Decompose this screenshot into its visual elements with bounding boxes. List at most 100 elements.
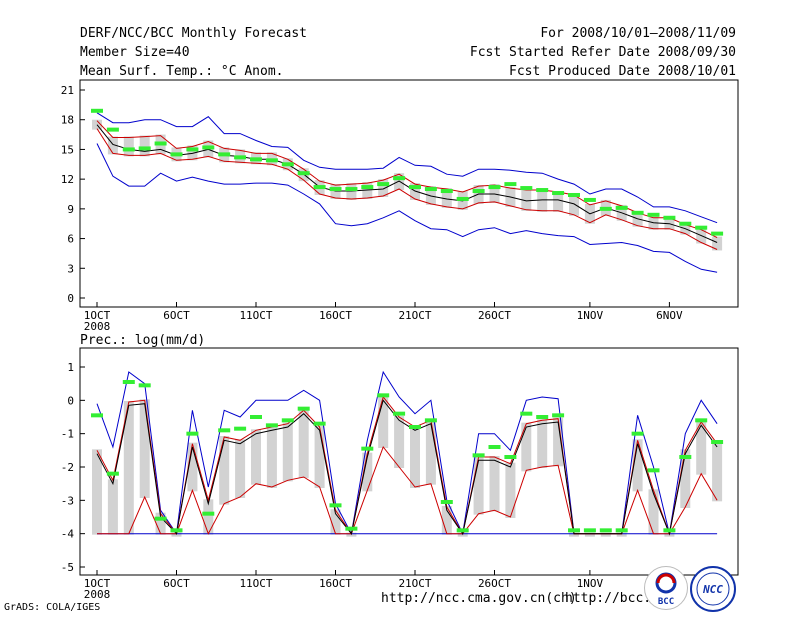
prec-ensemble-box <box>600 532 611 537</box>
temp-y-tick-label: 18 <box>61 114 74 127</box>
temp-observed-marker <box>409 185 421 190</box>
temp-ensemble-box <box>92 119 102 130</box>
prec-ensemble-box <box>537 419 548 468</box>
prec-observed-marker <box>234 426 247 431</box>
temp-observed-marker <box>91 108 103 113</box>
prec-x-tick-label: 16OCT <box>319 577 352 590</box>
ncc-url-link[interactable]: http://ncc.cma.gov.cn(ch) <box>381 591 577 606</box>
prec-observed-marker <box>647 468 660 473</box>
prec-x-tick-label: 6OCT <box>163 577 190 590</box>
temp-observed-marker <box>599 206 612 211</box>
prec-year-label: 2008 <box>84 588 111 601</box>
temp-observed-marker <box>202 145 215 150</box>
temp-x-tick-label: 1OCT <box>84 309 111 322</box>
prec-x-tick-label: 1OCT <box>84 577 111 590</box>
temp-observed-marker <box>297 171 310 176</box>
forecast-started-date: Fcst Started Refer Date 2008/09/30 <box>469 45 736 60</box>
temp-ensemble-box <box>521 189 532 211</box>
prec-y-tick-label: -4 <box>61 528 75 541</box>
prec-observed-marker <box>106 471 119 476</box>
grads-credit: GrADS: COLA/IGES <box>4 602 101 613</box>
temp-spread-upper-line <box>96 120 718 239</box>
prec-ensemble-box <box>171 532 182 537</box>
temp-ensemble-box <box>107 136 118 155</box>
prec-observed-marker <box>631 431 644 436</box>
prec-ensemble-box <box>410 426 420 488</box>
temp-ensemble-box <box>123 136 134 157</box>
prec-ensemble-box <box>282 422 293 482</box>
prec-ensemble-mean-line <box>96 399 718 536</box>
temp-observed-marker <box>504 182 517 187</box>
temp-observed-marker <box>250 157 262 162</box>
prec-observed-marker <box>265 423 278 428</box>
bcc-logo: BCC <box>644 566 688 610</box>
temp-observed-marker <box>106 127 119 132</box>
prec-observed-marker <box>536 415 549 419</box>
temp-observed-marker <box>536 188 549 193</box>
prec-ensemble-box <box>632 439 643 492</box>
prec-observed-marker <box>568 528 580 533</box>
prec-ensemble-box <box>266 426 277 488</box>
prec-observed-marker <box>377 393 390 398</box>
prec-plot-frame <box>79 347 739 576</box>
prec-observed-marker <box>504 455 517 459</box>
temperature-panel: 0 3 6 9 12 15 18 21 1OCT 6OCT 11OCT 16OCT 21OCT 26OCT… <box>61 79 739 333</box>
bcc-url-link[interactable]: http://bcc. <box>565 591 652 606</box>
temp-x-tick-label: 21OCT <box>398 309 431 322</box>
prec-observed-marker <box>424 418 437 423</box>
temp-variable-label: Mean Surf. Temp.: °C Anom. <box>80 64 284 79</box>
prec-ensemble-box <box>219 436 230 505</box>
temp-x-tick-label: 26OCT <box>478 309 511 322</box>
member-size: Member Size=40 <box>80 45 190 60</box>
temp-envelope-min-line <box>96 143 718 273</box>
prec-ensemble-box <box>584 532 595 537</box>
temp-observed-marker <box>154 141 167 146</box>
temp-ensemble-mean-line <box>96 124 718 243</box>
temp-ensemble-box <box>569 193 579 216</box>
prec-observed-marker <box>345 526 358 531</box>
temp-observed-marker <box>281 162 294 167</box>
prec-observed-marker <box>202 511 215 516</box>
prec-ensemble-box <box>712 442 723 502</box>
prec-observed-marker <box>488 445 501 449</box>
prec-ensemble-box <box>648 489 659 535</box>
temp-observed-marker <box>361 185 374 190</box>
prec-ensemble-box <box>569 532 579 537</box>
prec-y-tick-label: 0 <box>67 394 74 407</box>
prec-y-tick-label: -1 <box>61 428 74 441</box>
prec-observed-marker <box>456 528 469 533</box>
temp-observed-marker <box>568 192 580 197</box>
temp-y-tick-label: 12 <box>61 173 74 186</box>
temp-observed-marker <box>377 182 390 187</box>
precip-variable-label: Prec.: log(mm/d) <box>80 333 206 348</box>
temp-ensemble-box <box>378 179 389 197</box>
prec-x-tick-label: 21OCT <box>398 577 431 590</box>
prec-ensemble-box <box>330 509 341 535</box>
temp-ensemble-box <box>648 216 659 230</box>
temp-observed-marker <box>456 196 469 201</box>
forecast-produced-date: Fcst Produced Date 2008/10/01 <box>509 64 736 79</box>
temp-observed-marker <box>186 147 199 152</box>
temp-ensemble-box <box>712 236 723 251</box>
temp-y-tick-label: 0 <box>67 292 74 305</box>
prec-y-tick-label: 1 <box>67 361 74 374</box>
prec-ensemble-box <box>696 421 707 475</box>
prec-ensemble-box <box>553 417 564 467</box>
temp-envelope-max-line <box>96 112 718 224</box>
prec-ensemble-box <box>616 532 627 537</box>
temp-spread-lower-line <box>96 128 718 250</box>
ncc-logo: NCC <box>690 566 736 612</box>
temp-x-tick-label: 16OCT <box>319 309 352 322</box>
temp-y-tick-label: 3 <box>67 262 74 275</box>
prec-ensemble-box <box>187 442 198 492</box>
temp-observed-marker <box>265 158 278 163</box>
prec-observed-marker <box>138 383 151 388</box>
prec-ensemble-box <box>425 419 436 485</box>
prec-ensemble-box <box>92 449 102 535</box>
temp-year-label: 2008 <box>84 320 111 333</box>
prec-observed-marker <box>599 528 612 533</box>
prec-observed-marker <box>583 528 596 533</box>
prec-y-tick-label: -3 <box>61 494 74 507</box>
temp-ensemble-box <box>537 189 548 212</box>
temp-observed-marker <box>345 187 358 192</box>
